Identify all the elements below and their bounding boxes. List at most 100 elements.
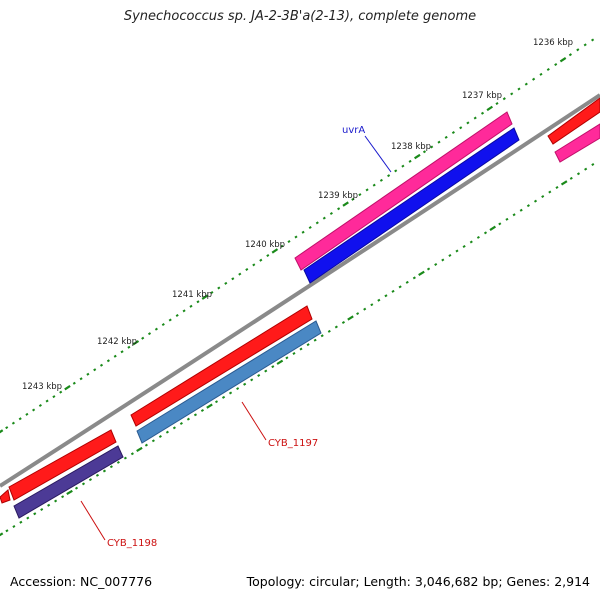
ruler-inner-tick	[33, 512, 37, 516]
ruler-outer-tick	[308, 226, 312, 230]
ruler-outer-tick	[539, 72, 543, 76]
ruler-outer-tick	[93, 368, 97, 372]
ruler-outer-tick	[387, 174, 391, 178]
ruler-outer-tick	[394, 169, 398, 173]
ruler-inner-tick	[313, 338, 317, 342]
ruler-inner-tick	[19, 520, 23, 524]
ruler-outer-tick	[32, 408, 36, 412]
ruler-outer-tick	[79, 377, 83, 381]
gene-label-CYB-1197[interactable]: CYB_1197	[268, 438, 318, 449]
ruler-outer-tick	[401, 164, 405, 168]
ruler-outer-tick	[408, 159, 412, 163]
ruler-inner-tick	[448, 253, 452, 257]
ruler-outer-tick	[64, 384, 71, 391]
ruler-outer-tick	[430, 145, 434, 149]
ruler-inner-tick	[186, 417, 190, 421]
ruler-inner-tick	[109, 465, 113, 469]
ruler-outer-tick	[358, 193, 362, 197]
ruler-outer-tick	[196, 300, 200, 304]
ruler-inner-tick	[88, 478, 92, 482]
ruler-outer-tick	[342, 201, 349, 207]
gene-label-uvrA[interactable]: uvrA	[342, 125, 365, 136]
ruler-inner-tick	[123, 456, 127, 460]
ruler-inner-tick	[548, 190, 552, 194]
ruler-outer-tick	[422, 150, 427, 154]
ruler-outer-tick	[294, 235, 298, 239]
gene-CYB-1198-reverse[interactable]	[13, 445, 124, 519]
ruler-outer-tick	[480, 111, 485, 115]
ruler-inner-tick	[5, 529, 9, 533]
ruler-inner-tick	[418, 270, 425, 277]
ruler-outer-tick	[161, 323, 165, 327]
ruler-outer-tick	[372, 183, 376, 187]
ruler-inner-ticks	[0, 163, 595, 537]
ruler-outer-tick	[444, 135, 448, 139]
gene-right-red[interactable]	[547, 97, 600, 145]
ruler-outer-tick	[466, 121, 470, 125]
ruler-inner-tick	[200, 408, 205, 412]
ruler-outer-tick	[245, 267, 249, 271]
ruler-label-1237: 1237 kbp	[462, 91, 502, 101]
ruler-outer-tick	[99, 363, 104, 367]
ruler-outer-tick	[568, 53, 572, 57]
ruler-outer-tick	[0, 429, 4, 434]
ruler-outer-tick	[337, 207, 341, 211]
ruler-outer-tick	[437, 140, 441, 144]
ruler-inner-tick	[526, 204, 530, 208]
ruler-inner-tick	[130, 452, 134, 456]
ruler-inner-tick	[434, 262, 438, 266]
ruler-inner-tick	[243, 382, 247, 386]
ruler-outer-tick	[532, 77, 536, 81]
gene-uvrA-forward[interactable]	[294, 111, 513, 271]
ruler-inner-tick	[489, 225, 496, 232]
ruler-inner-tick	[54, 499, 58, 503]
ruler-inner-tick	[116, 460, 120, 464]
ruler-inner-tick	[179, 421, 183, 425]
ruler-outer-tick	[287, 240, 291, 244]
ruler-outer-tick	[451, 131, 455, 135]
ruler-inner-tick	[26, 516, 30, 520]
ruler-outer-tick	[351, 197, 355, 201]
ruler-label-1239: 1239 kbp	[318, 191, 358, 201]
ruler-outer-tick	[517, 87, 521, 91]
ruler-inner-tick	[264, 369, 268, 373]
ruler-outer-tick	[280, 244, 284, 248]
gene-uvrA-reverse[interactable]	[303, 127, 520, 284]
gene-right-pink[interactable]	[554, 123, 600, 163]
ruler-outer-tick	[127, 345, 131, 349]
ruler-outer-tick	[322, 216, 326, 220]
ruler-inner-tick	[0, 532, 4, 537]
ruler-inner-tick	[40, 508, 44, 511]
ruler-outer-tick	[25, 412, 29, 416]
ruler-inner-tick	[569, 176, 573, 180]
ruler-outer-tick	[414, 153, 421, 160]
ruler-inner-tick	[384, 294, 388, 298]
gene-label-CYB-1198[interactable]: CYB_1198	[107, 538, 157, 549]
ruler-outer-tick	[259, 258, 263, 262]
gene-CYB-1197-reverse[interactable]	[136, 320, 322, 444]
ruler-inner-tick	[81, 482, 86, 486]
ruler-outer-tick	[591, 38, 595, 42]
gene-CYB-1197-forward[interactable]	[130, 305, 313, 427]
ruler-inner-tick	[441, 258, 445, 262]
ruler-outer-tick	[45, 399, 49, 403]
ruler-outer-tick	[486, 105, 494, 112]
ruler-inner-tick	[250, 378, 254, 382]
ruler-outer-tick	[182, 309, 186, 313]
ruler-inner-tick	[136, 446, 143, 453]
ruler-inner-tick	[483, 231, 488, 235]
ruler-inner-tick	[370, 303, 374, 307]
ruler-inner-tick	[206, 403, 213, 409]
ruler-inner-tick	[476, 235, 480, 239]
ruler-outer-tick	[559, 56, 567, 63]
ruler-inner-tick	[498, 222, 502, 226]
genome-summary-text: Topology: circular; Length: 3,046,682 bp…	[246, 574, 590, 589]
ruler-inner-tick	[285, 356, 289, 360]
ruler-inner-tick	[347, 315, 354, 321]
ruler-inner-tick	[214, 400, 219, 404]
gene-CYB-1198-forward[interactable]	[8, 429, 117, 501]
ruler-label-1241: 1241 kbp	[172, 290, 212, 300]
ruler-inner-tick	[412, 276, 416, 280]
gene-small-arrow[interactable]	[0, 489, 11, 504]
